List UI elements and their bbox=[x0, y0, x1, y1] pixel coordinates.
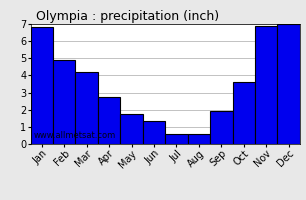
Bar bbox=[143, 121, 165, 144]
Bar bbox=[210, 111, 233, 144]
Bar bbox=[120, 114, 143, 144]
Bar bbox=[188, 134, 210, 144]
Bar bbox=[233, 82, 255, 144]
Bar bbox=[278, 24, 300, 144]
Text: Olympia : precipitation (inch): Olympia : precipitation (inch) bbox=[36, 10, 219, 23]
Bar bbox=[31, 27, 53, 144]
Bar bbox=[255, 26, 278, 144]
Bar bbox=[98, 97, 120, 144]
Bar bbox=[76, 72, 98, 144]
Bar bbox=[53, 60, 76, 144]
Text: www.allmetsat.com: www.allmetsat.com bbox=[33, 131, 116, 140]
Bar bbox=[165, 134, 188, 144]
